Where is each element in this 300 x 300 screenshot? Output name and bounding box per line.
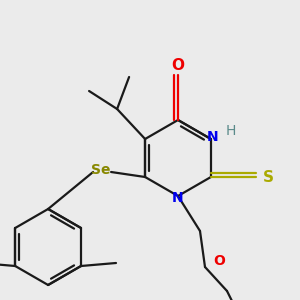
Text: S: S bbox=[262, 169, 273, 184]
Text: N: N bbox=[172, 191, 184, 205]
Text: Se: Se bbox=[91, 163, 111, 177]
Text: N: N bbox=[207, 130, 219, 144]
Text: H: H bbox=[226, 124, 236, 138]
Text: O: O bbox=[172, 58, 184, 73]
Text: O: O bbox=[213, 254, 225, 268]
